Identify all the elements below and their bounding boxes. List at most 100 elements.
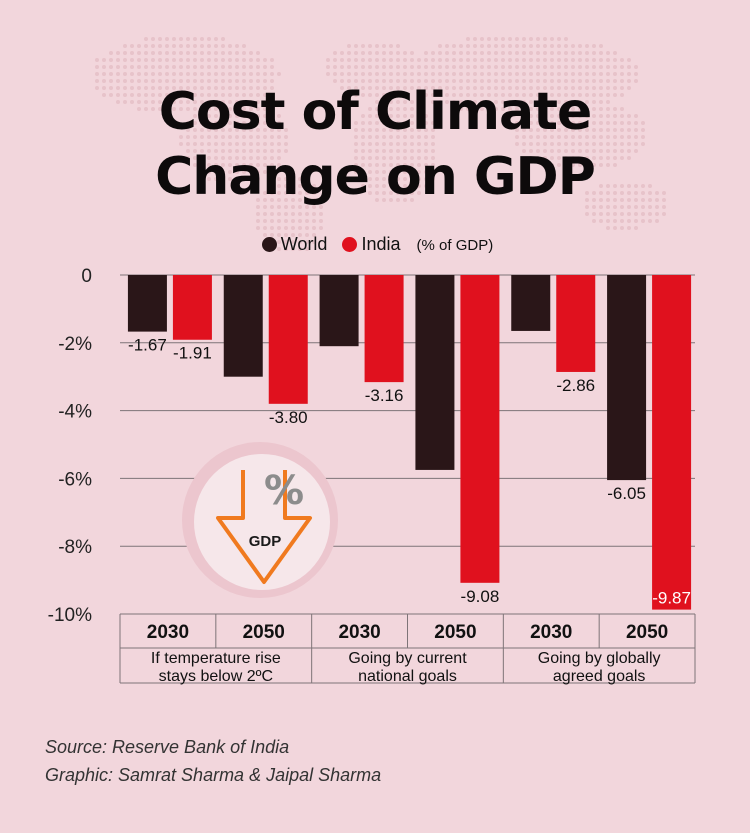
map-dot [606,198,610,202]
map-dot [480,86,484,90]
map-dot [585,212,589,216]
map-dot [557,114,561,118]
map-dot [627,226,631,230]
map-dot [347,86,351,90]
map-dot [389,184,393,188]
map-dot [123,58,127,62]
map-dot [389,121,393,125]
map-dot [578,72,582,76]
map-dot [501,107,505,111]
map-dot [221,65,225,69]
map-dot [221,128,225,132]
map-dot [417,107,421,111]
map-dot [375,135,379,139]
map-dot [242,79,246,83]
map-dot [256,79,260,83]
map-dot [466,44,470,48]
map-dot [228,170,232,174]
map-dot [361,51,365,55]
map-dot [634,135,638,139]
map-dot [641,219,645,223]
map-dot [263,212,267,216]
map-dot [599,79,603,83]
map-dot [501,37,505,41]
map-dot [291,233,295,237]
map-dot [599,219,603,223]
map-dot [620,135,624,139]
map-dot [627,86,631,90]
map-dot [326,58,330,62]
map-dot [606,128,610,132]
map-dot [634,184,638,188]
map-dot [599,86,603,90]
map-dot [263,121,267,125]
map-dot [459,58,463,62]
map-dot [333,65,337,69]
map-dot [382,191,386,195]
map-dot [354,51,358,55]
data-label-world-6: -6.05 [607,484,646,503]
map-dot [158,51,162,55]
map-dot [158,79,162,83]
map-dot [263,219,267,223]
map-dot [130,44,134,48]
map-dot [557,58,561,62]
map-dot [613,114,617,118]
map-dot [417,86,421,90]
map-dot [634,149,638,153]
map-dot [165,100,169,104]
map-dot [396,156,400,160]
map-dot [249,79,253,83]
map-dot [599,184,603,188]
map-dot [466,93,470,97]
map-dot [263,205,267,209]
map-dot [585,51,589,55]
map-dot [277,142,281,146]
map-dot [193,65,197,69]
map-dot [165,93,169,97]
map-dot [179,86,183,90]
map-dot [235,44,239,48]
map-dot [494,93,498,97]
map-dot [221,72,225,76]
map-dot [389,128,393,132]
map-dot [347,58,351,62]
map-dot [221,107,225,111]
map-dot [298,233,302,237]
map-dot [249,135,253,139]
map-dot [263,65,267,69]
map-dot [613,135,617,139]
map-dot [529,93,533,97]
map-dot [298,184,302,188]
map-dot [396,121,400,125]
map-dot [186,72,190,76]
map-dot [599,205,603,209]
map-dot [557,156,561,160]
map-dot [634,226,638,230]
map-dot [221,177,225,181]
map-dot [137,44,141,48]
map-dot [627,184,631,188]
map-dot [291,205,295,209]
map-dot [102,86,106,90]
map-dot [396,149,400,153]
map-dot [389,177,393,181]
map-dot [361,135,365,139]
map-dot [606,86,610,90]
map-dot [242,156,246,160]
map-dot [249,65,253,69]
map-dot [179,100,183,104]
map-dot [158,65,162,69]
source-note: Source: Reserve Bank of India [45,737,290,757]
map-dot [578,156,582,160]
map-dot [207,128,211,132]
map-dot [277,135,281,139]
map-dot [193,93,197,97]
map-dot [214,107,218,111]
map-dot [214,149,218,153]
map-dot [186,79,190,83]
map-dot [368,163,372,167]
map-dot [340,72,344,76]
map-dot [620,65,624,69]
map-dot [606,72,610,76]
